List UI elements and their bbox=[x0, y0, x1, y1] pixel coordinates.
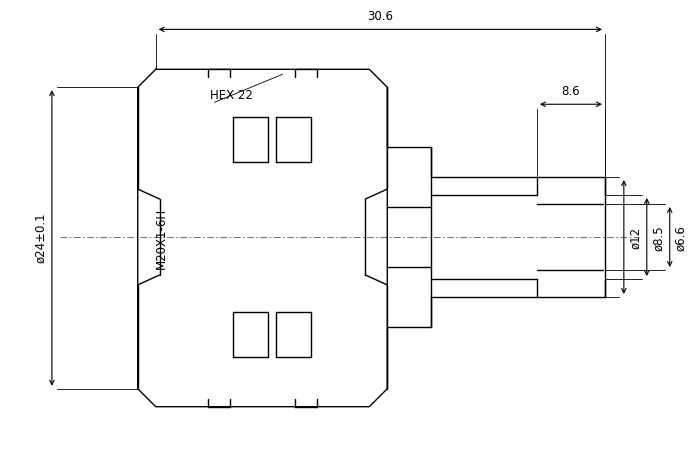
Text: 8.6: 8.6 bbox=[561, 85, 580, 98]
Text: ø8.5: ø8.5 bbox=[652, 225, 665, 250]
Text: ø6.6: ø6.6 bbox=[674, 225, 687, 250]
Text: ø24±0.1: ø24±0.1 bbox=[34, 212, 47, 263]
Text: ø12: ø12 bbox=[629, 227, 642, 248]
Text: M20X1-6H: M20X1-6H bbox=[155, 207, 168, 268]
Text: 30.6: 30.6 bbox=[367, 10, 394, 23]
Text: HEX 22: HEX 22 bbox=[210, 89, 252, 101]
